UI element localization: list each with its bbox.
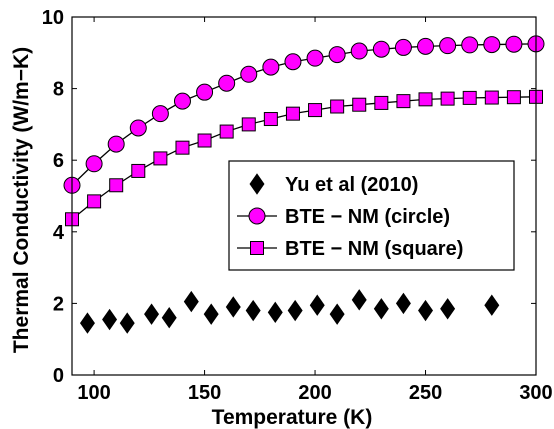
data-point-diamond [183, 290, 199, 313]
x-axis-label: Temperature (K) [212, 406, 373, 429]
data-point-square [87, 194, 102, 209]
data-point-diamond [309, 294, 325, 316]
legend-marker-circle [248, 207, 266, 225]
legend-label-diamond: Yu et al (2010) [285, 174, 418, 196]
data-point-diamond [373, 298, 389, 320]
data-point-diamond [245, 299, 261, 322]
y-tick-label: 8 [53, 79, 64, 101]
data-point-circle [173, 92, 191, 110]
data-point-diamond [203, 303, 219, 325]
data-point-square [219, 124, 234, 139]
data-point-diamond [395, 292, 411, 315]
data-point-square [153, 151, 168, 166]
plot-marks [63, 35, 545, 334]
data-point-square [241, 117, 256, 132]
series-line-circle [71, 43, 537, 186]
data-point-diamond [351, 289, 367, 311]
x-tick-label: 200 [298, 382, 331, 404]
data-point-square [462, 90, 477, 105]
y-tick-label: 10 [42, 7, 64, 29]
data-point-square [285, 106, 300, 121]
data-point-circle [350, 42, 368, 60]
data-point-square [506, 90, 521, 105]
legend: Yu et al (2010) BTE − NM (circle) BTE − NM… [228, 160, 515, 271]
data-point-circle [394, 38, 412, 56]
y-tick-label: 6 [53, 150, 64, 172]
data-point-diamond [484, 294, 500, 316]
data-point-square [352, 97, 367, 112]
data-point-circle [107, 135, 125, 153]
data-point-circle [85, 155, 103, 173]
data-point-diamond [225, 296, 241, 318]
series-diamond [79, 289, 500, 334]
data-point-circle [284, 53, 302, 71]
data-point-square [175, 140, 190, 155]
data-point-circle [129, 119, 147, 137]
data-point-circle [196, 83, 214, 101]
data-point-circle [218, 74, 236, 92]
data-point-diamond [119, 312, 135, 334]
data-point-diamond [161, 307, 177, 329]
data-point-square [440, 91, 455, 106]
series-line-square [71, 96, 537, 220]
data-point-circle [328, 46, 346, 64]
y-tick-label: 4 [53, 222, 65, 244]
data-point-square [308, 103, 323, 118]
data-point-circle [240, 65, 258, 83]
data-point-circle [439, 37, 457, 55]
data-point-circle [505, 35, 523, 53]
data-point-square [131, 163, 146, 178]
axes: 100 150 200 250 300 0 2 4 6 8 10 Temperature (K) The… [10, 7, 553, 429]
series-square [65, 89, 543, 227]
legend-label-square: BTE − NM (square) [285, 238, 463, 260]
data-point-diamond [329, 303, 345, 325]
data-point-diamond [102, 308, 118, 331]
x-tick-label: 100 [77, 382, 110, 404]
data-point-circle [372, 40, 390, 58]
data-point-circle [461, 36, 479, 54]
legend-marker-square [250, 241, 264, 255]
data-point-square [418, 92, 433, 107]
x-tick-label: 150 [188, 382, 221, 404]
data-point-diamond [418, 299, 434, 322]
data-point-square [396, 94, 411, 109]
plot-frame [71, 16, 537, 376]
legend-marker-diamond [249, 173, 265, 195]
y-tick-label: 2 [53, 293, 64, 315]
data-point-square [109, 178, 124, 193]
data-point-square [197, 133, 212, 148]
y-axis-label: Thermal Conductivity (W/m−K) [10, 47, 33, 353]
data-point-circle [262, 58, 280, 76]
data-point-square [484, 90, 499, 105]
x-tick-label: 250 [409, 382, 442, 404]
data-point-square [374, 95, 389, 110]
x-tick-label: 300 [519, 382, 552, 404]
data-point-diamond [440, 298, 456, 320]
data-point-diamond [144, 303, 160, 325]
data-point-square [263, 112, 278, 127]
y-tick-label: 0 [53, 365, 64, 387]
legend-label-circle: BTE − NM (circle) [285, 206, 450, 228]
data-point-circle [306, 49, 324, 67]
data-point-diamond [79, 312, 95, 334]
data-point-circle [417, 37, 435, 55]
data-point-circle [151, 105, 169, 123]
data-point-square [330, 99, 345, 114]
data-point-diamond [267, 301, 283, 324]
data-point-diamond [287, 299, 303, 322]
data-point-circle [483, 36, 501, 54]
series-circle [63, 35, 545, 194]
